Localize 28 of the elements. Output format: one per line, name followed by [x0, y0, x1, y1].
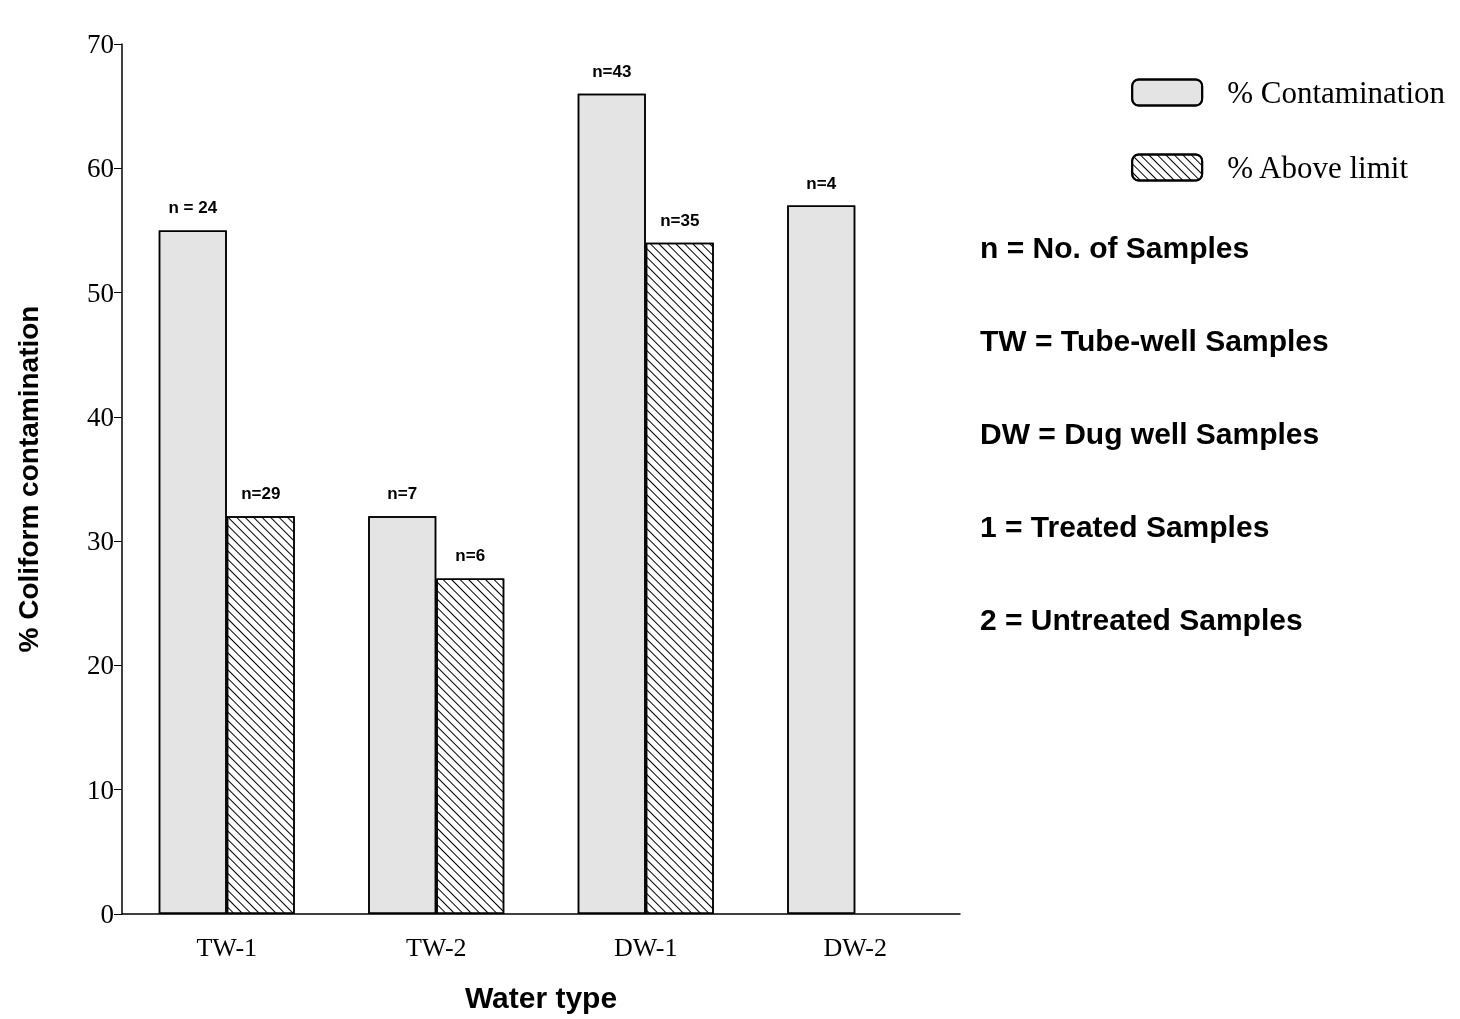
y-tick-label: 70: [87, 29, 114, 59]
x-tick-label: DW-2: [823, 932, 888, 962]
annotation: n=4: [806, 173, 837, 193]
y-tick-label: 20: [87, 650, 114, 681]
y-tick-label: 60: [87, 153, 114, 184]
y-tick-label: 30: [87, 526, 114, 557]
y-tick-label: 0: [100, 899, 114, 929]
y-tick-label: 40: [87, 401, 114, 432]
text: n = No. of Samples: [980, 230, 1250, 264]
x-tick-label: DW-1: [613, 932, 678, 962]
text: 2 = Untreated Samples: [980, 602, 1303, 636]
legend-label: % Contamination: [1227, 75, 1446, 110]
annotation: n=29: [241, 484, 281, 504]
text: TW = Tube-well Samples: [980, 323, 1329, 357]
annotation: n=6: [455, 546, 486, 566]
annotation: n = 24: [168, 198, 218, 218]
y-axis-title: % Coliform contamination: [12, 305, 44, 653]
annotation: n=7: [387, 484, 418, 504]
text: 1 = Treated Samples: [980, 509, 1270, 543]
x-tick-label: TW-2: [405, 932, 467, 962]
annotation: n=43: [592, 61, 632, 81]
text: DW = Dug well Samples: [980, 416, 1320, 450]
y-tick-label: 10: [87, 774, 114, 805]
x-tick-label: TW-1: [196, 932, 258, 962]
annotation: n=35: [660, 210, 700, 230]
y-tick-label: 50: [87, 277, 114, 308]
legend-label: % Above limit: [1227, 150, 1409, 185]
x-axis-title: Water type: [464, 980, 618, 1014]
